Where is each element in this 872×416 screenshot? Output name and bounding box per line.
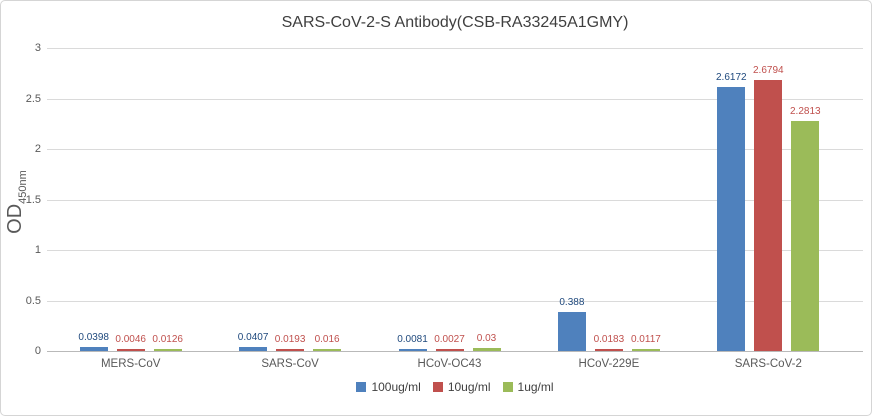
category-label: HCoV-229E xyxy=(578,358,640,370)
category-label: MERS-CoV xyxy=(100,358,161,370)
legend-swatch xyxy=(432,382,443,392)
bar xyxy=(717,86,746,351)
bar xyxy=(754,80,783,351)
value-label: 0.0046 xyxy=(115,334,146,345)
value-label: 0.388 xyxy=(559,296,585,308)
value-label: 2.6794 xyxy=(753,65,784,77)
bar xyxy=(557,311,586,351)
value-label: 2.6172 xyxy=(716,71,747,83)
gridline xyxy=(47,250,863,251)
gridline xyxy=(47,98,863,100)
legend-swatch xyxy=(356,382,367,392)
y-tick-label: 3 xyxy=(34,42,41,54)
y-tick-label: 2 xyxy=(34,143,41,155)
legend-label: 10ug/ml xyxy=(447,380,491,394)
value-label: 0.0183 xyxy=(593,334,625,345)
category-label: SARS-CoV-2 xyxy=(734,358,802,370)
y-tick-label: 1.5 xyxy=(25,193,41,206)
bar xyxy=(631,349,660,351)
value-label: 0.03 xyxy=(476,332,497,344)
bar xyxy=(276,349,305,351)
value-label: 0.0407 xyxy=(237,331,269,343)
legend: 100ug/ml 10ug/ml 1ug/ml xyxy=(47,380,863,394)
bar xyxy=(594,349,623,351)
value-label: 0.0117 xyxy=(630,334,661,345)
value-label: 0.0126 xyxy=(152,334,183,345)
legend-label: 1ug/ml xyxy=(517,380,554,394)
gridline xyxy=(47,300,863,302)
legend-swatch xyxy=(502,382,513,392)
bar xyxy=(398,349,427,351)
bar xyxy=(153,349,182,351)
legend-label: 100ug/ml xyxy=(371,380,421,394)
category-label: SARS-CoV xyxy=(261,358,319,370)
y-tick-label: 0.5 xyxy=(25,294,41,307)
bar xyxy=(79,346,108,351)
value-label: 0.0398 xyxy=(78,331,109,343)
value-label: 2.2813 xyxy=(790,105,821,117)
category-label: HCoV-OC43 xyxy=(417,358,482,370)
legend-item: 1ug/ml xyxy=(502,380,554,394)
bar xyxy=(239,346,268,351)
bar xyxy=(472,347,501,351)
value-label: 0.016 xyxy=(314,334,340,345)
value-label: 0.0027 xyxy=(434,334,465,345)
plot-area: 0.0398 0.0046 0.0126 0.0407 0.0193 0.016 0.008… xyxy=(47,48,863,352)
bar xyxy=(116,349,145,351)
chart-title: SARS-CoV-2-S Antibody(CSB-RA33245A1GMY) xyxy=(281,14,629,31)
y-tick-label: 0 xyxy=(34,345,41,357)
gridline xyxy=(47,149,863,150)
bar xyxy=(435,349,464,351)
value-label: 0.0081 xyxy=(397,334,428,345)
y-axis-title-main: OD xyxy=(4,203,26,234)
gridline xyxy=(47,199,863,201)
y-tick-label: 1 xyxy=(34,244,41,256)
legend-item: 10ug/ml xyxy=(432,380,491,394)
legend-item: 100ug/ml xyxy=(356,380,421,394)
bar xyxy=(313,349,342,351)
gridline xyxy=(47,48,863,49)
y-tick-label: 2.5 xyxy=(25,92,41,105)
x-axis-line xyxy=(47,351,863,352)
bar xyxy=(791,120,820,351)
value-label: 0.0193 xyxy=(274,334,306,345)
